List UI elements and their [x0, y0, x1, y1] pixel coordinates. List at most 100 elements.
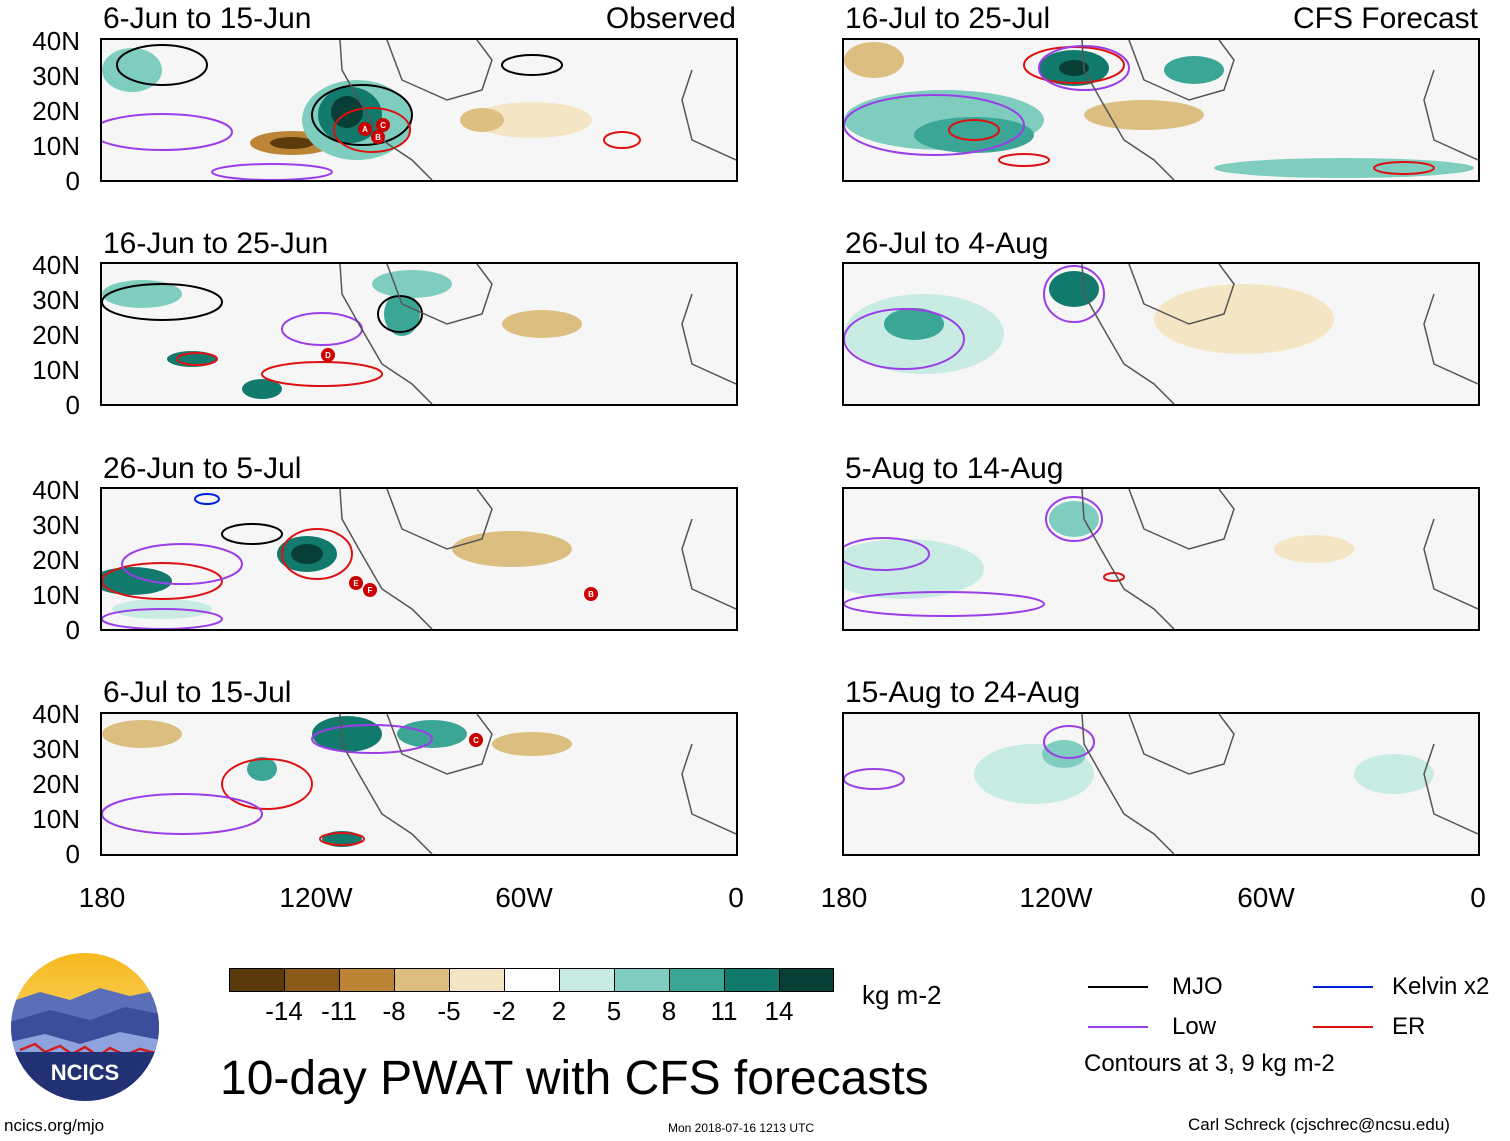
pwat-anomaly-map — [844, 40, 1478, 180]
map-panel-observed-1 — [100, 38, 738, 182]
storm-marker: D — [321, 348, 335, 362]
colorbar-swatch — [614, 968, 670, 992]
colorbar-label: 8 — [661, 996, 677, 1026]
map-panel-forecast-1 — [842, 38, 1480, 182]
lat-label: 40N — [32, 475, 80, 505]
lat-label: 30N — [32, 285, 80, 315]
pwat-anomaly-map — [844, 264, 1478, 404]
storm-marker-label: F — [368, 586, 373, 595]
ncics-logo-icon: NCICS — [11, 953, 159, 1101]
map-panel-observed-3 — [100, 487, 738, 631]
legend-label-kelvin: Kelvin x2 — [1392, 973, 1490, 1000]
lat-label: 20N — [32, 96, 80, 126]
lat-label: 0 — [65, 390, 80, 420]
legend-swatch-kelvin — [1313, 986, 1373, 988]
footer-url[interactable]: ncics.org/mjo — [4, 1116, 105, 1135]
lat-label: 0 — [65, 839, 80, 869]
left-panel-1-title: 6-Jun to 15-Jun — [103, 2, 312, 35]
lat-label: 30N — [32, 61, 80, 91]
lat-label: 30N — [32, 510, 80, 540]
colorbar-swatch — [394, 968, 450, 992]
contour-note: Contours at 3, 9 kg m-2 — [1084, 1050, 1335, 1077]
lon-label: 120W — [279, 882, 353, 913]
footer-author: Carl Schreck (cjschrec@ncsu.edu) — [1188, 1115, 1450, 1134]
lon-label: 180 — [78, 882, 126, 913]
lat-label: 20N — [32, 320, 80, 350]
storm-marker: B — [584, 587, 598, 601]
pwat-anomaly-map — [844, 714, 1478, 854]
legend-label-er: ER — [1392, 1013, 1426, 1040]
lat-label: 10N — [32, 804, 80, 834]
storm-marker: A — [358, 122, 372, 136]
colorbar-label: -11 — [321, 996, 357, 1026]
map-panel-forecast-3 — [842, 487, 1480, 631]
pwat-anomaly-map — [102, 714, 736, 854]
storm-marker-label: B — [375, 133, 381, 142]
storm-marker-label: C — [380, 121, 386, 130]
storm-markers: A B C D E F B C — [321, 118, 598, 747]
lat-label: 40N — [32, 699, 80, 729]
lat-label: 20N — [32, 545, 80, 575]
lat-label: 10N — [32, 355, 80, 385]
colorbar-label: 14 — [764, 996, 794, 1026]
lat-label: 10N — [32, 580, 80, 610]
storm-marker-label: D — [325, 351, 331, 360]
colorbar-label: -2 — [492, 996, 516, 1026]
pwat-anomaly-map — [844, 489, 1478, 629]
colorbar-swatch — [779, 968, 834, 992]
left-panel-4-title: 6-Jul to 15-Jul — [103, 676, 292, 709]
colorbar-swatch — [504, 968, 560, 992]
lon-label: 120W — [1019, 882, 1093, 913]
pwat-anomaly-map — [102, 489, 736, 629]
map-panel-observed-4 — [100, 712, 738, 856]
colorbar-swatch — [339, 968, 395, 992]
footer-timestamp: Mon 2018-07-16 1213 UTC — [668, 1121, 815, 1135]
lat-label: 40N — [32, 250, 80, 280]
colorbar-label: 11 — [710, 996, 738, 1026]
right-panel-3-title: 5-Aug to 14-Aug — [845, 452, 1064, 485]
forecast-label: CFS Forecast — [1292, 2, 1478, 35]
ncics-logo: NCICS — [10, 952, 160, 1102]
colorbar-swatch — [669, 968, 725, 992]
colorbar-label: -5 — [437, 996, 461, 1026]
pwat-anomaly-map — [102, 264, 736, 404]
left-panel-2-title: 16-Jun to 25-Jun — [103, 227, 329, 260]
colorbar-swatch — [449, 968, 505, 992]
right-panel-2-title: 26-Jul to 4-Aug — [845, 227, 1049, 260]
colorbar-swatch — [284, 968, 340, 992]
colorbar-label: 5 — [606, 996, 622, 1026]
colorbar-swatch — [724, 968, 780, 992]
legend-swatch-mjo — [1088, 986, 1148, 988]
main-title: 10-day PWAT with CFS forecasts — [220, 1052, 929, 1105]
map-panel-forecast-2 — [842, 262, 1480, 406]
storm-marker: E — [349, 576, 363, 590]
legend-label-mjo: MJO — [1172, 973, 1223, 1000]
storm-marker: F — [363, 583, 377, 597]
lat-label: 0 — [65, 615, 80, 645]
lon-label: 0 — [728, 882, 744, 913]
legend-swatch-low — [1088, 1026, 1148, 1028]
map-panel-observed-2 — [100, 262, 738, 406]
storm-marker-label: C — [473, 736, 479, 745]
lat-label: 20N — [32, 769, 80, 799]
colorbar-unit: kg m-2 — [862, 980, 942, 1010]
lon-label: 60W — [495, 882, 553, 913]
lat-label: 30N — [32, 734, 80, 764]
colorbar-label: -14 — [265, 996, 303, 1026]
lat-label: 40N — [32, 26, 80, 56]
right-panel-4-title: 15-Aug to 24-Aug — [845, 676, 1081, 709]
colorbar-label: 2 — [551, 996, 567, 1026]
lat-label: 10N — [32, 131, 80, 161]
colorbar-swatch — [229, 968, 285, 992]
colorbar-swatch — [559, 968, 615, 992]
storm-marker: B — [371, 130, 385, 144]
lat-label: 0 — [65, 166, 80, 196]
lon-label: 180 — [820, 882, 868, 913]
storm-marker: C — [376, 118, 390, 132]
observed-label: Observed — [605, 2, 736, 35]
legend-label-low: Low — [1172, 1013, 1217, 1040]
lon-label: 0 — [1470, 882, 1486, 913]
storm-marker-label: B — [588, 590, 594, 599]
logo-text: NCICS — [51, 1060, 119, 1085]
storm-marker-label: A — [362, 125, 368, 134]
